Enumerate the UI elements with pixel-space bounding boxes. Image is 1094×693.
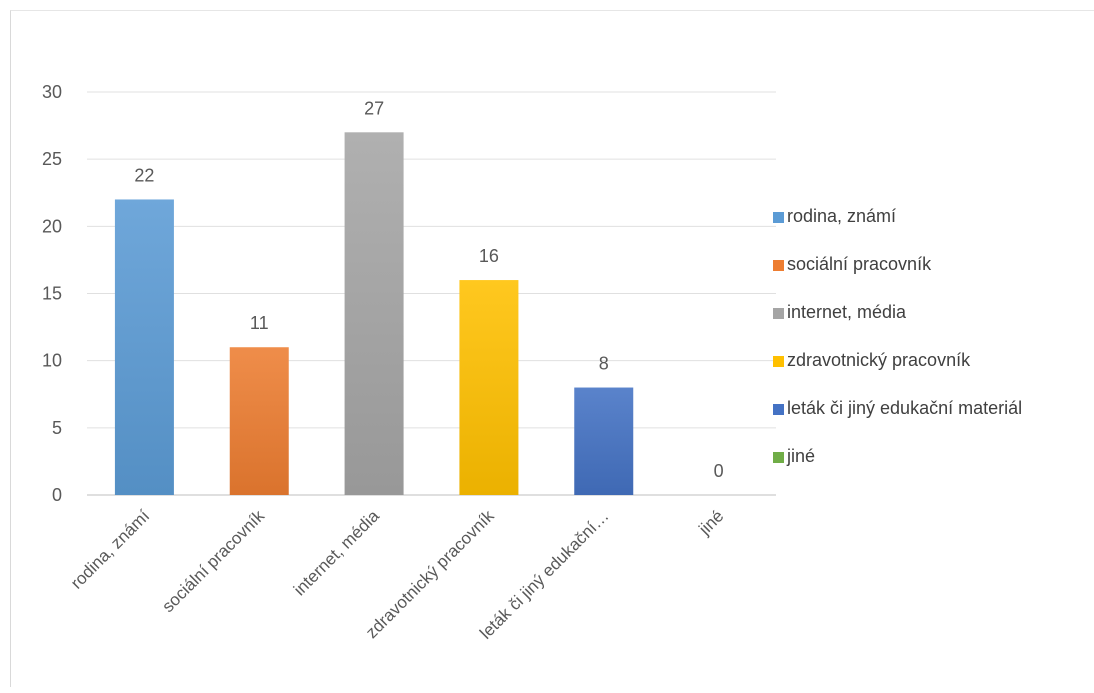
legend-label: leták či jiný edukační materiál [787,398,1022,418]
legend-swatch [773,356,784,367]
x-axis: rodina, známí sociální pracovník internet,… [67,506,727,643]
y-tick-label: 10 [42,351,62,371]
data-label: 11 [250,313,269,333]
x-tick-label: zdravotnický pracovník [362,506,498,642]
bar-1 [115,199,174,495]
bar-3 [345,132,404,495]
y-tick-label: 30 [42,82,62,102]
y-tick-label: 20 [42,216,62,236]
legend-label: zdravotnický pracovník [787,350,971,370]
data-labels: 22 11 27 16 8 0 [134,98,723,481]
data-label: 8 [599,354,609,374]
data-label: 22 [134,165,154,185]
x-tick-label: rodina, známí [67,506,153,592]
legend-swatch [773,404,784,415]
data-label: 27 [364,98,384,118]
gridlines [87,92,776,495]
y-axis: 0 5 10 15 20 25 30 [42,82,62,505]
bar-5 [574,388,633,495]
legend-label: sociální pracovník [787,254,932,274]
data-label: 0 [714,461,724,481]
legend-swatch [773,212,784,223]
y-tick-label: 15 [42,284,62,304]
bar-4 [459,280,518,495]
legend-label: jiné [786,446,815,466]
legend-label: internet, média [787,302,907,322]
bar-2 [230,347,289,495]
y-tick-label: 25 [42,149,62,169]
x-tick-label: leták či jiný edukační… [476,506,612,642]
legend-label: rodina, známí [787,206,896,226]
y-tick-label: 5 [52,418,62,438]
x-tick-label: jiné [695,506,728,539]
data-label: 16 [479,246,499,266]
y-tick-label: 0 [52,485,62,505]
x-tick-label: sociální pracovník [158,506,268,616]
legend-swatch [773,260,784,271]
chart-frame: 0 5 10 15 20 25 30 22 11 27 16 8 0 rodina, známí soc… [10,10,1094,687]
legend-swatch [773,452,784,463]
legend: rodina, známí sociální pracovník internet,… [773,206,1022,466]
x-tick-label: internet, média [290,506,383,599]
bars [115,132,633,495]
legend-swatch [773,308,784,319]
